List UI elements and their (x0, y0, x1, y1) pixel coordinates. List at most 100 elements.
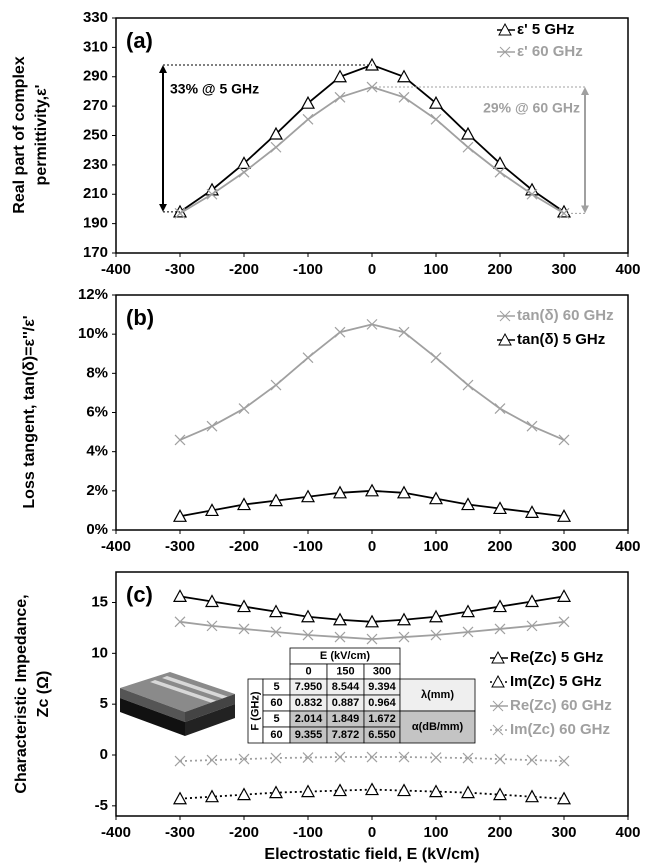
table-row-header: F (GHz) (249, 691, 261, 730)
data-marker (396, 69, 412, 83)
data-marker (268, 785, 284, 799)
data-marker (430, 352, 442, 364)
data-marker (268, 126, 284, 140)
data-marker (236, 497, 252, 511)
y-tick-label: 310 (83, 38, 108, 55)
table-cell-text: 5 (273, 713, 279, 725)
data-marker (428, 491, 444, 505)
data-marker (332, 612, 348, 626)
panel-label: (b) (126, 305, 154, 330)
y-tick-label: 10 (91, 644, 108, 661)
legend-label: Re(Zc) 60 GHz (510, 697, 612, 714)
data-marker (206, 754, 218, 766)
data-marker (300, 784, 316, 798)
data-marker (492, 599, 508, 613)
y-tick-label: 4% (86, 443, 108, 460)
data-marker (494, 623, 506, 635)
data-marker (492, 156, 508, 170)
table-column-header: 150 (336, 665, 354, 677)
data-marker (238, 623, 250, 635)
data-marker (430, 629, 442, 641)
data-marker (204, 594, 220, 608)
legend-label: ε' 5 GHz (517, 21, 574, 38)
data-marker (396, 783, 412, 797)
inset-device-image (120, 672, 235, 736)
annotation: 29% @ 60 GHz (483, 100, 580, 116)
data-marker (396, 485, 412, 499)
table-cell-text: 0.964 (368, 697, 396, 709)
table-group-label: α(dB/mm) (412, 721, 464, 733)
x-tick-label: 200 (487, 824, 512, 841)
table-cell-text: 7.872 (332, 729, 360, 741)
x-tick-label: 0 (368, 261, 376, 278)
x-tick-label: 400 (615, 824, 640, 841)
data-marker (428, 784, 444, 798)
table-cell-text: 60 (270, 729, 282, 741)
data-marker (526, 620, 538, 632)
data-marker (556, 509, 572, 522)
legend-label: tan(δ) 5 GHz (517, 331, 605, 348)
data-marker (366, 318, 378, 330)
legend-marker (491, 674, 505, 688)
data-marker (462, 141, 474, 153)
table-cell-text: 60 (270, 697, 282, 709)
data-marker (270, 626, 282, 638)
data-marker (238, 403, 250, 415)
data-marker (174, 616, 186, 628)
data-marker (236, 156, 252, 170)
legend-label: Re(Zc) 5 GHz (510, 649, 603, 666)
table-cell-text: 9.394 (368, 681, 396, 693)
x-tick-label: 0 (368, 824, 376, 841)
annotation: 33% @ 5 GHz (170, 81, 259, 97)
data-marker (206, 420, 218, 432)
table-column-header: 0 (305, 665, 311, 677)
y-axis-title: Loss tangent, tan(δ)=ε''/ε' (21, 315, 38, 508)
data-marker (204, 503, 220, 517)
x-tick-label: 100 (423, 538, 448, 555)
device-side (120, 688, 185, 722)
table-cell-text: 6.550 (368, 729, 396, 741)
data-marker (462, 752, 474, 764)
y-tick-label: 190 (83, 215, 108, 232)
y-tick-label: 0% (86, 521, 108, 538)
data-marker (460, 604, 476, 618)
device-slot (162, 676, 232, 700)
data-marker (270, 752, 282, 764)
y-tick-label: 0 (100, 746, 108, 763)
x-tick-label: 200 (487, 261, 512, 278)
data-marker (494, 166, 506, 178)
data-marker (430, 113, 442, 125)
x-tick-label: 0 (368, 538, 376, 555)
table-cell (399, 678, 476, 712)
data-marker (334, 631, 346, 643)
y-tick-label: 330 (83, 9, 108, 26)
data-marker (300, 95, 316, 109)
y-axis-title: Characteristic Impedance, (13, 594, 30, 793)
data-marker (558, 434, 570, 446)
table-column-header: 300 (373, 665, 391, 677)
data-marker (524, 789, 540, 803)
y-tick-label: 2% (86, 482, 108, 499)
data-marker (332, 783, 348, 797)
legend-label: tan(δ) 60 GHz (517, 307, 614, 324)
x-tick-label: -300 (165, 824, 195, 841)
data-marker (494, 403, 506, 415)
table-cell-text: 8.544 (332, 681, 360, 693)
data-marker (206, 188, 218, 200)
data-marker (460, 497, 476, 511)
data-marker (238, 166, 250, 178)
legend-marker (499, 310, 511, 322)
y-tick-label: 6% (86, 403, 108, 420)
legend-marker (498, 332, 512, 346)
data-marker (460, 126, 476, 140)
data-marker (174, 207, 186, 219)
y-tick-label: 230 (83, 156, 108, 173)
data-marker (526, 754, 538, 766)
panel-label: (c) (126, 582, 153, 607)
data-marker (236, 787, 252, 801)
data-marker (462, 379, 474, 391)
data-marker (300, 609, 316, 623)
data-marker (524, 505, 540, 518)
data-marker (558, 755, 570, 767)
